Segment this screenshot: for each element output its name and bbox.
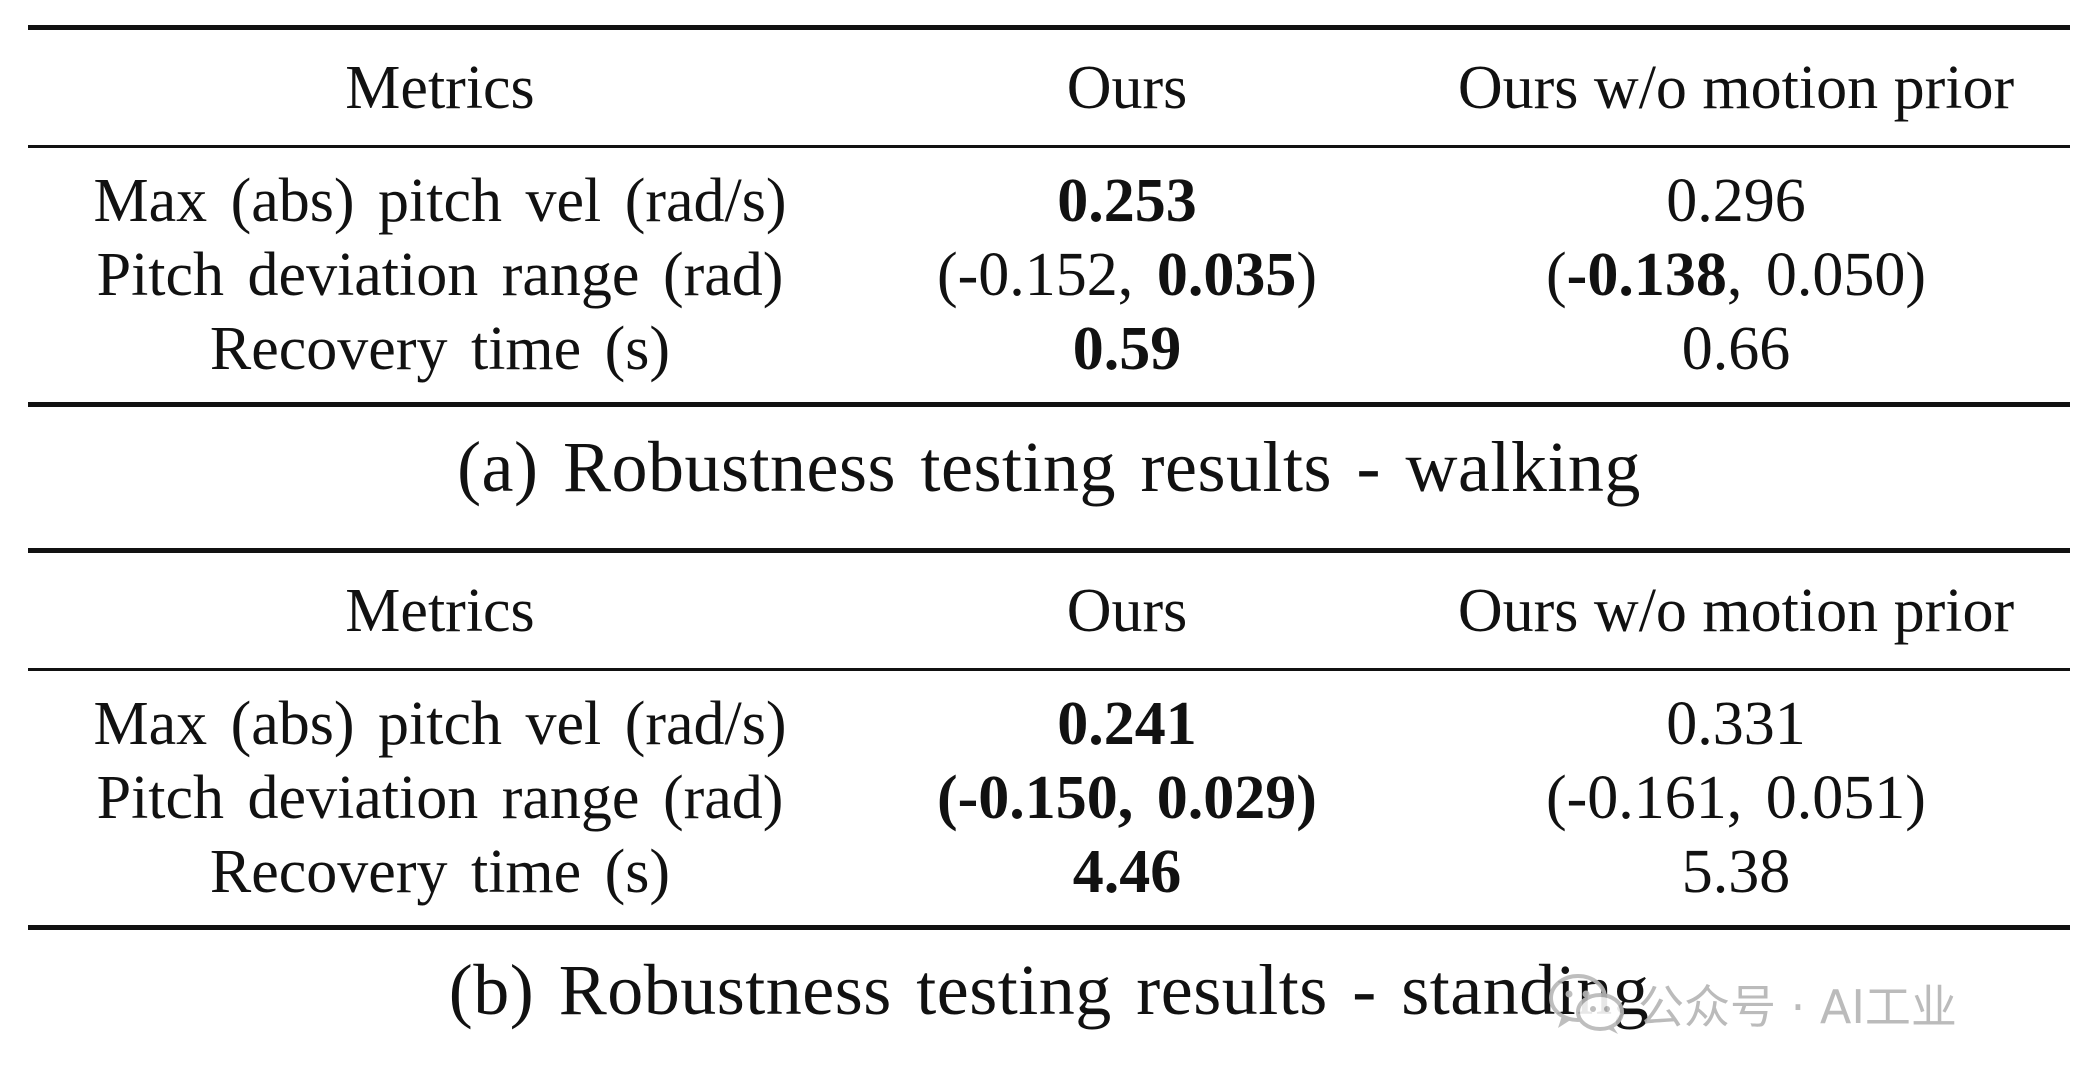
value-text: (-0.152,: [937, 241, 1157, 309]
value-text: ): [1296, 241, 1317, 309]
bold-value: 4.46: [1072, 838, 1182, 906]
ablation-cell: 0.331: [1402, 670, 2070, 762]
value-text: 0.331: [1666, 690, 1806, 758]
bold-value: 0.253: [1057, 167, 1197, 235]
ours-cell: 0.241: [852, 670, 1402, 762]
bold-value: -0.138: [1566, 241, 1727, 309]
table-row: Recovery time (s) 0.59 0.66: [28, 312, 2070, 405]
ablation-cell: 5.38: [1402, 835, 2070, 928]
watermark-text: 公众号 · AI工业: [1638, 980, 1957, 1034]
value-text: 0.296: [1666, 167, 1806, 235]
bold-value: 0.59: [1072, 315, 1182, 383]
table-row: Max (abs) pitch vel (rad/s) 0.241 0.331: [28, 670, 2070, 762]
ablation-cell: (-0.138, 0.050): [1402, 238, 2070, 312]
bold-value: 0.035: [1156, 241, 1297, 309]
ours-cell: 0.253: [852, 147, 1402, 239]
metric-cell: Max (abs) pitch vel (rad/s): [93, 167, 787, 235]
results-table-standing: Metrics Ours Ours w/o motion prior Max (…: [28, 548, 2070, 930]
table-caption-walking: (a) Robustness testing results - walking: [457, 427, 1641, 507]
bold-value: 0.241: [1057, 690, 1197, 758]
value-text: 5.38: [1681, 838, 1791, 906]
column-header-ours: Ours: [1066, 53, 1188, 122]
table-caption-standing: (b) Robustness testing results - standin…: [448, 950, 1650, 1030]
ours-cell: (-0.150, 0.029): [852, 761, 1402, 835]
column-header-metrics: Metrics: [345, 576, 535, 645]
table-row: Pitch deviation range (rad) (-0.152, 0.0…: [28, 238, 2070, 312]
value-text: (-0.161, 0.051): [1546, 764, 1926, 832]
ablation-cell: 0.296: [1402, 147, 2070, 239]
ours-cell: (-0.152, 0.035): [852, 238, 1402, 312]
column-header-ablation: Ours w/o motion prior: [1457, 576, 2015, 645]
bold-value: (-0.150, 0.029): [937, 764, 1317, 832]
header-row: Metrics Ours Ours w/o motion prior: [28, 550, 2070, 670]
metric-cell: Recovery time (s): [209, 315, 671, 383]
ours-cell: 0.59: [852, 312, 1402, 405]
value-text: 0.66: [1681, 315, 1791, 383]
metric-cell: Max (abs) pitch vel (rad/s): [93, 690, 787, 758]
column-header-ablation: Ours w/o motion prior: [1457, 53, 2015, 122]
table-panel-standing: Metrics Ours Ours w/o motion prior Max (…: [28, 548, 2070, 1032]
metric-cell: Recovery time (s): [209, 838, 671, 906]
metric-cell: Pitch deviation range (rad): [96, 764, 784, 832]
ablation-cell: 0.66: [1402, 312, 2070, 405]
ablation-cell: (-0.161, 0.051): [1402, 761, 2070, 835]
watermark: 公众号 · AI工业: [1548, 968, 1957, 1040]
wechat-icon: [1548, 972, 1626, 1036]
table-row: Max (abs) pitch vel (rad/s) 0.253 0.296: [28, 147, 2070, 239]
header-row: Metrics Ours Ours w/o motion prior: [28, 27, 2070, 147]
column-header-metrics: Metrics: [345, 53, 535, 122]
ours-cell: 4.46: [852, 835, 1402, 928]
metric-cell: Pitch deviation range (rad): [96, 241, 784, 309]
value-text: (: [1546, 241, 1567, 309]
table-row: Pitch deviation range (rad) (-0.150, 0.0…: [28, 761, 2070, 835]
results-table-walking: Metrics Ours Ours w/o motion prior Max (…: [28, 25, 2070, 407]
value-text: , 0.050): [1726, 241, 1926, 309]
table-panel-walking: Metrics Ours Ours w/o motion prior Max (…: [28, 25, 2070, 509]
column-header-ours: Ours: [1066, 576, 1188, 645]
table-row: Recovery time (s) 4.46 5.38: [28, 835, 2070, 928]
